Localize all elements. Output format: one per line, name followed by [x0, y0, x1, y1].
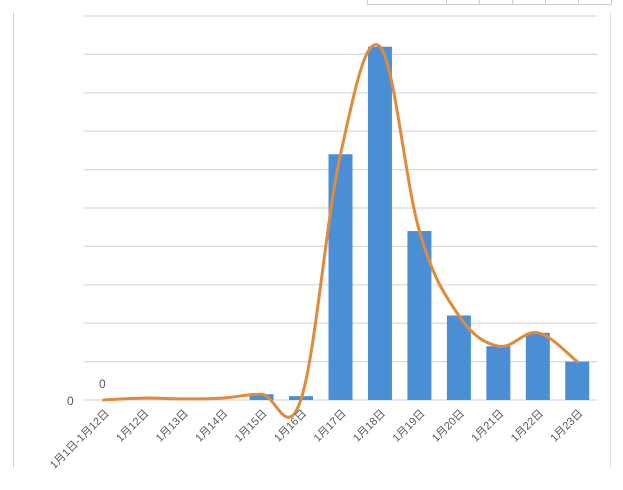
x-axis-tick-label: 1月23日 — [548, 408, 585, 445]
x-axis-tick-label: 1月13日 — [154, 408, 191, 445]
x-axis-tick-label: 1月17日 — [312, 408, 349, 445]
bar — [525, 332, 550, 400]
bar — [446, 315, 471, 400]
x-axis-tick-label: 1月1日-1月12日 — [48, 408, 112, 472]
bar — [367, 46, 392, 400]
x-axis-tick-label: 1月18日 — [351, 408, 388, 445]
x-axis-labels: 1月1日-1月12日 1月12日 1月13日 1月14日 1月15日 1月16日 1月17日… — [48, 408, 585, 472]
x-axis-tick-label: 1月21日 — [469, 408, 506, 445]
x-axis-tick-label: 1月16日 — [272, 408, 309, 445]
bar — [249, 394, 274, 400]
gridlines — [84, 15, 597, 401]
x-axis-tick-label: 1月14日 — [193, 408, 230, 445]
table-fragment — [367, 0, 612, 5]
data-label-first: 0 — [99, 377, 106, 391]
chart-frame-right-border — [610, 12, 611, 468]
x-axis-tick-label: 1月22日 — [509, 408, 546, 445]
chart-frame-left-border — [13, 12, 14, 468]
smoothed-line-series — [102, 43, 579, 419]
x-axis-tick-label: 1月15日 — [233, 408, 270, 445]
bar — [565, 361, 590, 400]
bar — [486, 346, 511, 400]
y-axis-label-zero: 0 — [67, 394, 74, 408]
x-axis-tick-label: 1月19日 — [391, 408, 428, 445]
x-axis-tick-label: 1月20日 — [430, 408, 467, 445]
bar — [328, 154, 353, 400]
x-axis-tick-label: 1月12日 — [114, 408, 151, 445]
bar-series — [249, 46, 590, 400]
